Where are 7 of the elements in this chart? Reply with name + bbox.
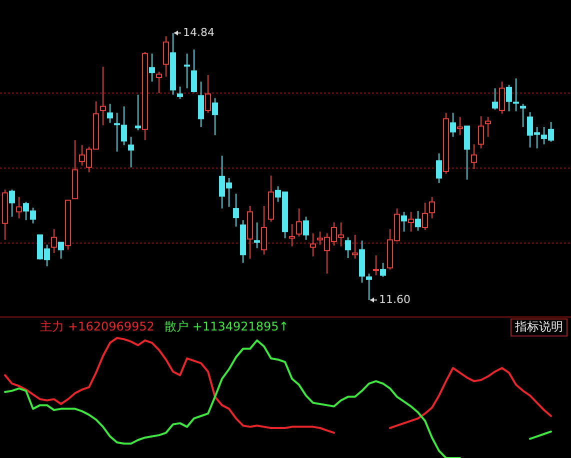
legend: 散户 xyxy=(164,319,188,334)
legend-value: +1134921895↑ xyxy=(192,319,289,334)
legend-value: +1620969952 xyxy=(68,319,154,334)
annotation: 14.84 xyxy=(183,26,214,40)
annotation: 指标说明 xyxy=(515,319,563,334)
annotation: 11.60 xyxy=(379,293,410,306)
legend: 主力 xyxy=(40,319,64,334)
